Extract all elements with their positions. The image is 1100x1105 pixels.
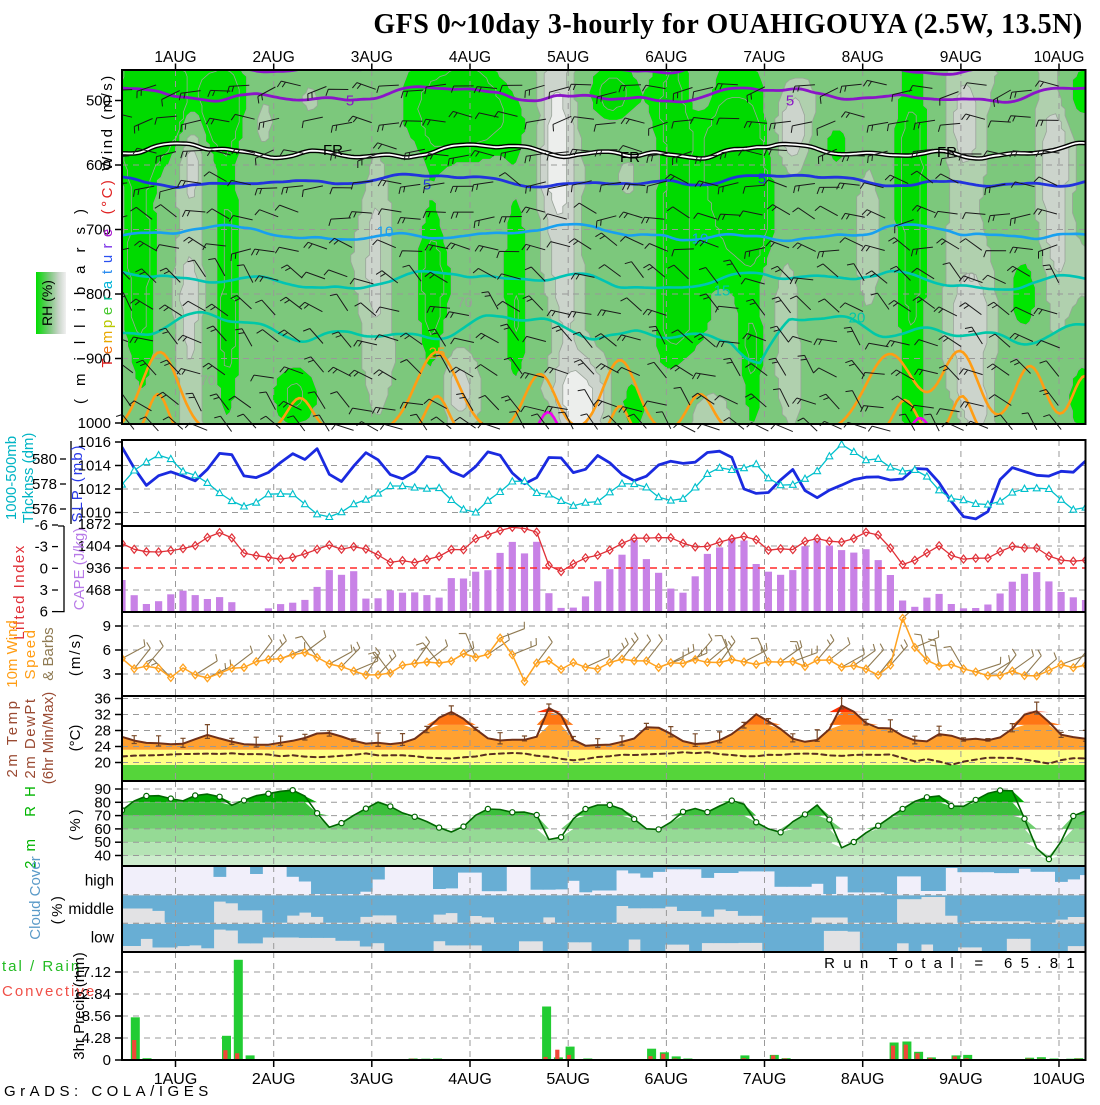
svg-text:a: a <box>99 280 116 289</box>
svg-text:tal / Rain: tal / Rain <box>2 958 81 975</box>
svg-text:1000: 1000 <box>78 415 111 432</box>
svg-text:9AUG: 9AUG <box>939 1071 983 1088</box>
svg-text:9AUG: 9AUG <box>940 49 982 66</box>
svg-text:3AUG: 3AUG <box>351 49 393 66</box>
svg-text:936: 936 <box>86 560 111 577</box>
svg-text:1AUG: 1AUG <box>154 49 196 66</box>
svg-text:5: 5 <box>758 170 766 187</box>
svg-text:0: 0 <box>103 1052 111 1069</box>
svg-text:e: e <box>99 307 116 315</box>
svg-text:6: 6 <box>40 604 48 621</box>
svg-text:5: 5 <box>786 92 794 109</box>
svg-text:GFS 0~10day 3-hourly for OUAHI: GFS 0~10day 3-hourly for OUAHIGOUYA (2.5… <box>373 9 1082 40</box>
svg-text:FR: FR <box>323 142 343 159</box>
svg-text:Run Total = 65.81: Run Total = 65.81 <box>824 955 1083 972</box>
svg-text:FR: FR <box>937 144 957 161</box>
svg-text:(6hr Min/Max): (6hr Min/Max) <box>40 692 57 785</box>
svg-text:p: p <box>99 320 116 328</box>
svg-text:10: 10 <box>692 230 709 247</box>
svg-text:28: 28 <box>94 723 111 740</box>
svg-text:24: 24 <box>94 739 111 756</box>
svg-text:0: 0 <box>40 560 48 577</box>
svg-text:FR: FR <box>620 149 640 166</box>
svg-text:GrADS: COLA/IGES: GrADS: COLA/IGES <box>4 1083 213 1100</box>
svg-text:e: e <box>99 346 116 354</box>
svg-text:r: r <box>99 296 116 301</box>
svg-text:CAPE (J/kg): CAPE (J/kg) <box>71 528 88 611</box>
svg-text:20: 20 <box>94 755 111 772</box>
svg-text:u: u <box>99 255 116 263</box>
svg-text:Speed: Speed <box>22 629 39 680</box>
svg-text:e: e <box>99 229 116 237</box>
svg-text:5AUG: 5AUG <box>547 49 589 66</box>
svg-text:(°C): (°C) <box>67 725 84 752</box>
svg-text:& Barbs: & Barbs <box>40 627 57 680</box>
svg-text:3: 3 <box>103 666 111 683</box>
svg-text:3: 3 <box>40 582 48 599</box>
svg-text:(m/s): (m/s) <box>67 632 84 676</box>
svg-text:high: high <box>85 872 114 889</box>
svg-text:9: 9 <box>103 618 111 635</box>
svg-text:40: 40 <box>94 848 111 865</box>
svg-text:6: 6 <box>103 642 111 659</box>
svg-text:36: 36 <box>94 691 111 708</box>
svg-text:32: 32 <box>94 707 111 724</box>
svg-text:Cloud Cover: Cloud Cover <box>27 856 44 939</box>
svg-text:(millibars): (millibars) <box>72 196 89 404</box>
svg-text:2m DewPt: 2m DewPt <box>22 697 39 778</box>
svg-text:6AUG: 6AUG <box>645 1071 689 1088</box>
svg-text:T: T <box>99 358 116 367</box>
svg-text:20: 20 <box>849 309 866 326</box>
svg-text:3hr Precip (mm): 3hr Precip (mm) <box>71 952 88 1060</box>
svg-text:15: 15 <box>714 282 731 299</box>
svg-text:70: 70 <box>200 372 216 388</box>
svg-text:576: 576 <box>32 501 57 518</box>
svg-text:5AUG: 5AUG <box>546 1071 590 1088</box>
svg-text:4AUG: 4AUG <box>448 1071 492 1088</box>
svg-text:10AUG: 10AUG <box>1033 1071 1085 1088</box>
svg-text:low: low <box>91 930 115 947</box>
svg-text:8AUG: 8AUG <box>841 1071 885 1088</box>
svg-text:10m Wind: 10m Wind <box>4 620 21 688</box>
svg-text:1000-500mb: 1000-500mb <box>3 436 20 520</box>
svg-text:-3: -3 <box>35 539 48 556</box>
svg-text:(°C): (°C) <box>99 178 116 215</box>
svg-text:8AUG: 8AUG <box>842 49 884 66</box>
svg-text:2AUG: 2AUG <box>252 1071 296 1088</box>
svg-text:10AUG: 10AUG <box>1034 49 1085 66</box>
svg-text:2AUG: 2AUG <box>253 49 295 66</box>
svg-text:SLP (mb): SLP (mb) <box>69 443 86 522</box>
svg-text:5: 5 <box>346 92 354 109</box>
svg-text:Wind (m/s): Wind (m/s) <box>99 73 116 171</box>
svg-text:2m Temp: 2m Temp <box>4 699 21 778</box>
svg-text:middle: middle <box>68 901 114 918</box>
svg-text:r: r <box>99 244 116 249</box>
svg-text:3AUG: 3AUG <box>350 1071 394 1088</box>
svg-text:m: m <box>99 331 116 344</box>
svg-text:(%): (%) <box>49 894 66 925</box>
svg-text:10: 10 <box>377 223 394 240</box>
svg-text:578: 578 <box>32 476 57 493</box>
svg-text:7AUG: 7AUG <box>743 49 785 66</box>
svg-text:(%): (%) <box>67 805 84 840</box>
svg-text:7AUG: 7AUG <box>743 1071 787 1088</box>
svg-text:2m RH: 2m RH <box>22 777 39 869</box>
svg-text:580: 580 <box>32 451 57 468</box>
svg-text:RH (%): RH (%) <box>39 280 55 326</box>
svg-text:6AUG: 6AUG <box>645 49 687 66</box>
svg-text:468: 468 <box>86 582 111 599</box>
svg-text:4AUG: 4AUG <box>449 49 491 66</box>
svg-text:-6: -6 <box>35 517 48 534</box>
